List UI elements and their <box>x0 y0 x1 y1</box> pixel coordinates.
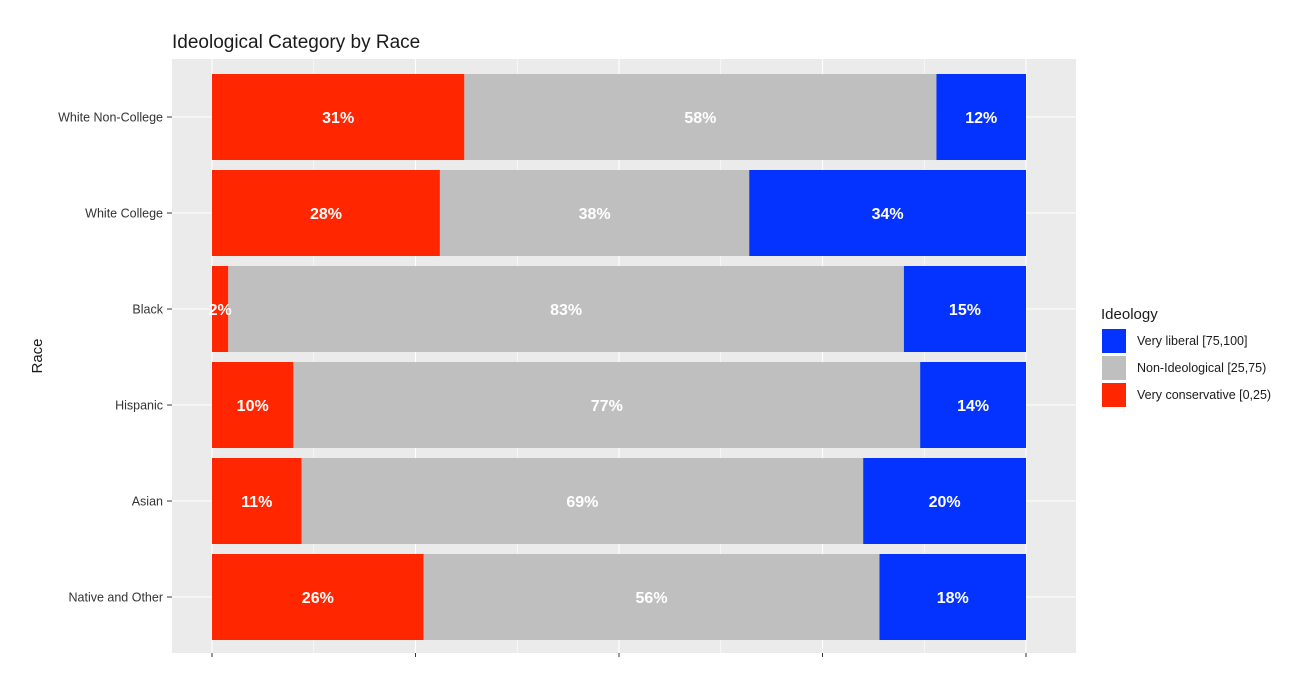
bar-segment <box>464 74 937 160</box>
data-label: 14% <box>957 398 989 415</box>
bar-segment <box>749 170 1026 256</box>
chart-title: Ideological Category by Race <box>172 32 420 53</box>
data-label: 15% <box>949 302 981 319</box>
data-label: 20% <box>929 494 961 511</box>
data-label: 11% <box>241 494 272 511</box>
y-axis: White Non-College White College Black Hispa… <box>58 111 172 605</box>
data-label: 18% <box>937 590 969 607</box>
bar-segment <box>903 266 1026 352</box>
y-axis-title: Race <box>29 338 46 373</box>
legend-label: Very liberal [75,100] <box>1137 334 1248 348</box>
data-label: 38% <box>579 206 611 223</box>
bar-segment <box>212 362 294 448</box>
bar-segment <box>423 554 880 640</box>
bar-segment <box>212 554 424 640</box>
data-label: 34% <box>872 206 904 223</box>
legend-swatch <box>1102 329 1126 353</box>
data-label: 28% <box>310 206 342 223</box>
legend-title: Ideology <box>1101 306 1158 323</box>
legend-swatch <box>1102 356 1126 380</box>
bar-segment <box>212 458 302 544</box>
bar-segment <box>301 458 864 544</box>
legend-swatch <box>1102 383 1126 407</box>
data-label: 56% <box>636 590 668 607</box>
legend: Ideology Very liberal [75,100] Non-Ideolo… <box>1101 306 1271 407</box>
data-label: 31% <box>322 110 354 127</box>
data-label: 10% <box>237 398 269 415</box>
y-tick-label: Asian <box>132 495 163 509</box>
bar-segment <box>228 266 904 352</box>
bar-segment <box>212 170 440 256</box>
bar-segment <box>439 170 750 256</box>
legend-label: Non-Ideological [25,75) <box>1137 361 1266 375</box>
bar-segment <box>936 74 1026 160</box>
bar-segment <box>863 458 1026 544</box>
data-label: 26% <box>302 590 334 607</box>
y-tick-label: Hispanic <box>115 399 163 413</box>
bar-segment <box>879 554 1026 640</box>
bar-labels: 31% 58% 12% 28% 38% 34% 2% 83% 15% 10% 77% 14% 11% 69… <box>209 110 998 607</box>
y-tick-label: White College <box>85 207 163 221</box>
y-tick-label: Black <box>132 303 163 317</box>
bar-segment <box>293 362 921 448</box>
data-label: 12% <box>965 110 997 127</box>
legend-label: Very conservative [0,25) <box>1137 388 1271 402</box>
y-tick-label: White Non-College <box>58 111 163 125</box>
x-axis <box>211 653 1027 657</box>
data-label: 69% <box>566 494 598 511</box>
y-tick-label: Native and Other <box>69 591 164 605</box>
data-label: 2% <box>209 302 232 319</box>
data-label: 58% <box>684 110 716 127</box>
bars <box>212 74 1026 640</box>
data-label: 77% <box>591 398 623 415</box>
bar-segment <box>212 74 465 160</box>
bar-segment <box>212 266 229 352</box>
bar-segment <box>920 362 1026 448</box>
data-label: 83% <box>550 302 582 319</box>
